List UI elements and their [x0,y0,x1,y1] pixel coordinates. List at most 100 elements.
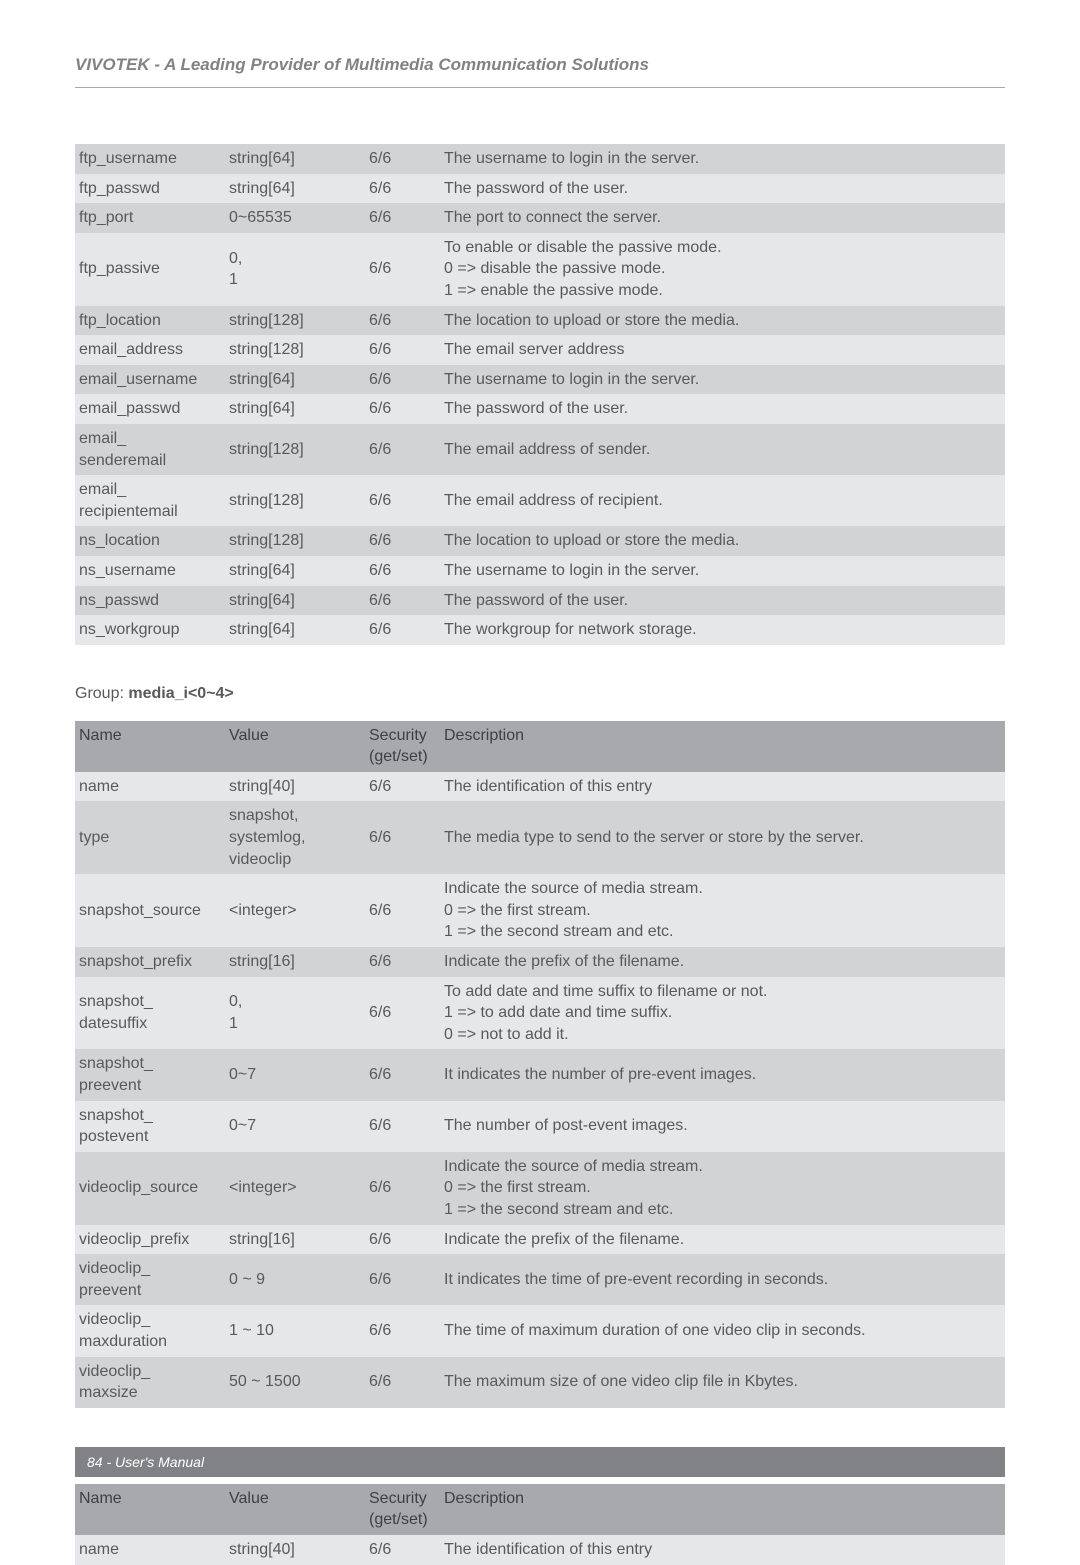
cell-value: string[16] [225,1225,365,1255]
cell-desc: The identification of this entry [440,1535,1005,1565]
cell-value: string[128] [225,475,365,526]
cell-sec: 6/6 [365,144,440,174]
cell-desc: The identification of this entry [440,772,1005,802]
table-row: namestring[40]6/6The identification of t… [75,1535,1005,1565]
table-row: snapshot_source<integer>6/6Indicate the … [75,874,1005,947]
cell-name: ns_username [75,556,225,586]
cell-desc: The email address of recipient. [440,475,1005,526]
cell-desc: It indicates the time of pre-event recor… [440,1254,1005,1305]
cell-desc: The media type to send to the server or … [440,801,1005,874]
cell-sec: 6/6 [365,174,440,204]
th-security: Security (get/set) [365,1484,440,1535]
cell-name: videoclip_prefix [75,1225,225,1255]
cell-desc: The location to upload or store the medi… [440,306,1005,336]
cell-name: videoclip_ maxsize [75,1357,225,1408]
cell-desc: The location to upload or store the medi… [440,526,1005,556]
cell-desc: The password of the user. [440,174,1005,204]
cell-desc: To enable or disable the passive mode. 0… [440,233,1005,306]
table-row: ftp_passwdstring[64]6/6The password of t… [75,174,1005,204]
cell-sec: 6/6 [365,1101,440,1152]
th-description: Description [440,721,1005,772]
cell-name: snapshot_ postevent [75,1101,225,1152]
cell-desc: Indicate the prefix of the filename. [440,1225,1005,1255]
cell-value: string[40] [225,1535,365,1565]
cell-value: string[128] [225,335,365,365]
cell-desc: To add date and time suffix to filename … [440,977,1005,1050]
cell-value: string[64] [225,365,365,395]
table-row: videoclip_ maxduration1 ~ 106/6The time … [75,1305,1005,1356]
cell-name: ftp_username [75,144,225,174]
cell-sec: 6/6 [365,365,440,395]
cell-desc: The maximum size of one video clip file … [440,1357,1005,1408]
cell-sec: 6/6 [365,586,440,616]
cell-sec: 6/6 [365,1254,440,1305]
cell-name: snapshot_source [75,874,225,947]
cell-value: 0 ~ 9 [225,1254,365,1305]
table-row: email_usernamestring[64]6/6The username … [75,365,1005,395]
table-row: videoclip_ maxsize50 ~ 15006/6The maximu… [75,1357,1005,1408]
cell-desc: The password of the user. [440,394,1005,424]
cell-value: 1 ~ 10 [225,1305,365,1356]
cell-value: string[64] [225,394,365,424]
th-name: Name [75,721,225,772]
cell-sec: 6/6 [365,335,440,365]
cell-desc: It indicates the number of pre-event ima… [440,1049,1005,1100]
cell-sec: 6/6 [365,203,440,233]
cell-desc: The username to login in the server. [440,556,1005,586]
cell-sec: 6/6 [365,475,440,526]
cell-sec: 6/6 [365,1357,440,1408]
cell-desc: The number of post-event images. [440,1101,1005,1152]
cell-value: <integer> [225,1152,365,1225]
th-value: Value [225,1484,365,1535]
cell-sec: 6/6 [365,394,440,424]
cell-value: 0~7 [225,1101,365,1152]
cell-value: 0~7 [225,1049,365,1100]
param-table-2: Name Value Security (get/set) Descriptio… [75,721,1005,1408]
table-row: ns_passwdstring[64]6/6The password of th… [75,586,1005,616]
page-header: VIVOTEK - A Leading Provider of Multimed… [75,55,1005,88]
cell-desc: Indicate the source of media stream. 0 =… [440,874,1005,947]
table-row: snapshot_ postevent0~76/6The number of p… [75,1101,1005,1152]
cell-name: ftp_passive [75,233,225,306]
table-row: email_addressstring[128]6/6The email ser… [75,335,1005,365]
cell-value: string[16] [225,947,365,977]
cell-sec: 6/6 [365,947,440,977]
param-table-3: Name Value Security (get/set) Descriptio… [75,1484,1005,1565]
cell-value: string[64] [225,556,365,586]
cell-value: string[40] [225,772,365,802]
table-row: snapshot_ preevent0~76/6It indicates the… [75,1049,1005,1100]
table-row: email_ senderemailstring[128]6/6The emai… [75,424,1005,475]
table-row: videoclip_prefixstring[16]6/6Indicate th… [75,1225,1005,1255]
cell-name: ns_workgroup [75,615,225,645]
th-value: Value [225,721,365,772]
cell-name: videoclip_ maxduration [75,1305,225,1356]
footer-text: 84 - User's Manual [87,1454,204,1470]
cell-sec: 6/6 [365,556,440,586]
cell-value: <integer> [225,874,365,947]
cell-desc: The email address of sender. [440,424,1005,475]
cell-value: string[64] [225,174,365,204]
table-row: videoclip_source<integer>6/6Indicate the… [75,1152,1005,1225]
cell-desc: The password of the user. [440,586,1005,616]
cell-desc: The username to login in the server. [440,144,1005,174]
cell-sec: 6/6 [365,424,440,475]
cell-desc: Indicate the prefix of the filename. [440,947,1005,977]
cell-name: snapshot_ datesuffix [75,977,225,1050]
cell-name: ftp_port [75,203,225,233]
cell-name: email_ senderemail [75,424,225,475]
cell-sec: 6/6 [365,1049,440,1100]
table-row: videoclip_ preevent0 ~ 96/6It indicates … [75,1254,1005,1305]
cell-name: type [75,801,225,874]
cell-name: email_address [75,335,225,365]
cell-name: snapshot_prefix [75,947,225,977]
cell-sec: 6/6 [365,1152,440,1225]
cell-value: string[64] [225,144,365,174]
cell-value: 0, 1 [225,233,365,306]
cell-desc: The time of maximum duration of one vide… [440,1305,1005,1356]
table-row: typesnapshot, systemlog, videoclip6/6The… [75,801,1005,874]
table-row: ftp_usernamestring[64]6/6The username to… [75,144,1005,174]
cell-value: 0~65535 [225,203,365,233]
cell-value: string[64] [225,615,365,645]
cell-value: 0, 1 [225,977,365,1050]
table-row: namestring[40]6/6The identification of t… [75,772,1005,802]
